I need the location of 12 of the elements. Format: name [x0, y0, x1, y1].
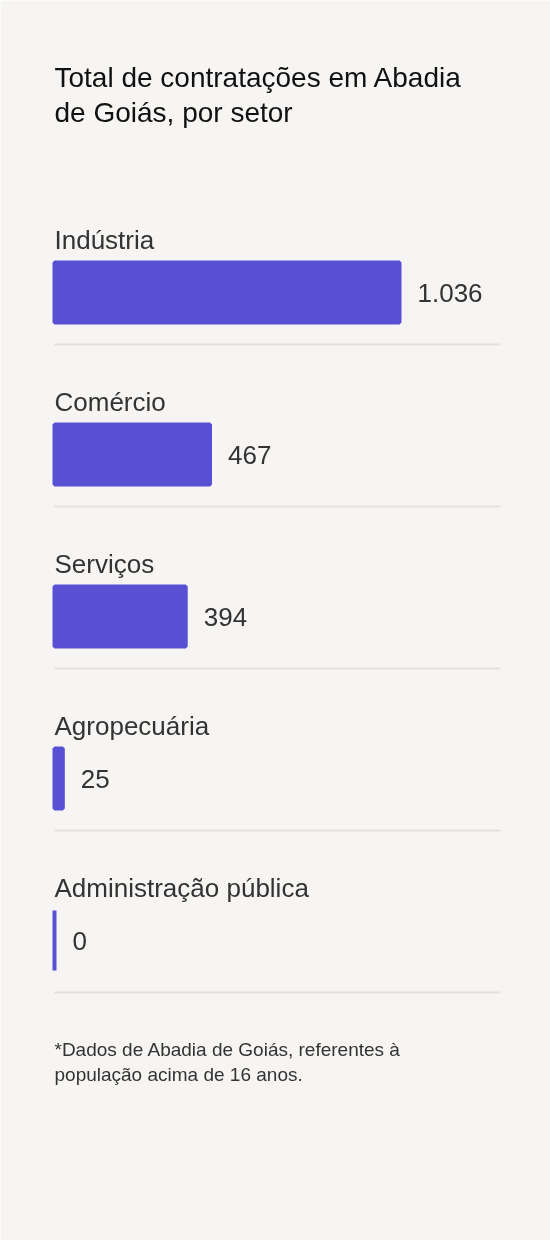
y-tick-label: Administração pública	[54, 872, 310, 903]
text: *Dados de Abadia de Goiás, referentes à população acima de 16 anos.	[54, 1039, 401, 1085]
data-label: 25	[80, 763, 110, 794]
y-tick-label: Indústria	[54, 224, 155, 255]
chart-title: Total de contratações em Abadia de Goiás, por setor	[54, 62, 462, 128]
y-tick-label: Serviços	[54, 548, 155, 579]
data-label: 467	[228, 439, 272, 470]
y-tick-label: Comércio	[54, 386, 166, 417]
data-label: 0	[72, 925, 87, 956]
data-label: 1.036	[417, 277, 483, 308]
data-label: 394	[203, 601, 248, 632]
y-tick-label: Agropecuária	[54, 710, 210, 741]
